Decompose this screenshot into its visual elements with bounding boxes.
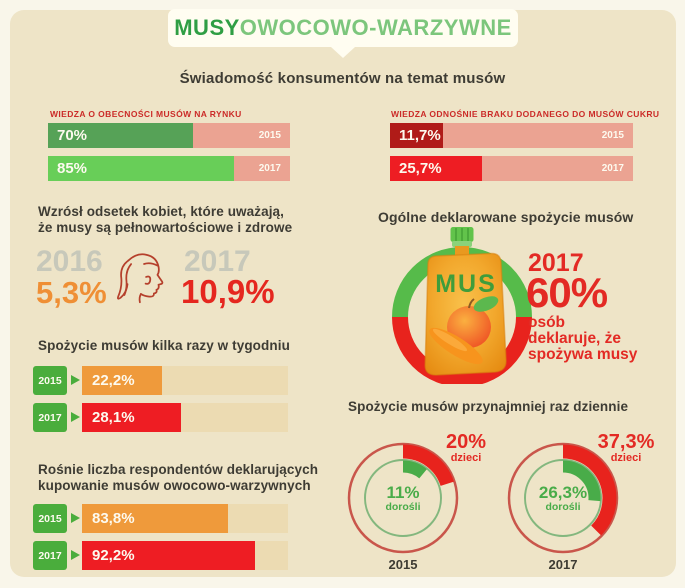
overall-caption-line1: osób bbox=[528, 314, 566, 331]
adults-value: 26,3% bbox=[538, 482, 588, 502]
buying-heading-line1: Rośnie liczba respondentów deklarujących bbox=[38, 462, 319, 477]
overall-year: 2017 bbox=[528, 249, 584, 277]
weekly-heading: Spożycie musów kilka razy w tygodniu bbox=[38, 338, 290, 353]
overall-caption-line3: spożywa musy bbox=[528, 346, 638, 363]
bar-value: 11,7% bbox=[399, 127, 441, 144]
children-caption: dzieci bbox=[610, 452, 642, 464]
bar-sugar-2017: 25,7% 2017 bbox=[390, 156, 633, 181]
bar-year-label: 2015 bbox=[258, 130, 281, 141]
bar-value: 85% bbox=[57, 160, 88, 177]
donut-adults-label: 11% dorośli bbox=[346, 441, 460, 555]
bar-value: 22,2% bbox=[92, 372, 135, 389]
donut-chart-2015: 11% dorośli bbox=[346, 441, 460, 555]
bar-knowledge-2015: 70% 2015 bbox=[48, 123, 290, 148]
women-heading-line2: że musy są pełnowartościowe i zdrowe bbox=[38, 220, 293, 235]
bar-knowledge-2017: 85% 2017 bbox=[48, 156, 290, 181]
bar-sugar-2015: 11,7% 2015 bbox=[390, 123, 633, 148]
pouch-brand-label: MUS bbox=[435, 270, 497, 298]
mus-pouch-illustration: MUS bbox=[392, 224, 542, 387]
adults-caption: dorośli bbox=[385, 500, 421, 513]
buying-heading: Rośnie liczba respondentów deklarujących… bbox=[38, 462, 318, 494]
weekly-row-2015: 2015 22,2% bbox=[33, 366, 293, 395]
year-tag: 2015 bbox=[33, 504, 67, 533]
donut-children-label-2015: 20% dzieci bbox=[434, 432, 498, 464]
children-value: 20% bbox=[445, 431, 487, 453]
bar-track: 83,8% bbox=[82, 504, 288, 533]
buying-row-2015: 2015 83,8% bbox=[33, 504, 293, 533]
women-value-2016: 5,3% bbox=[36, 275, 107, 310]
daily-heading: Spożycie musów przynajmniej raz dziennie bbox=[348, 399, 629, 414]
awareness-heading: Świadomość konsumentów na temat musów bbox=[179, 70, 506, 87]
bar-track: 28,1% bbox=[82, 403, 288, 432]
year-tag: 2017 bbox=[33, 403, 67, 432]
overall-heading: Ogólne deklarowane spożycie musów bbox=[378, 209, 634, 225]
infographic-panel bbox=[10, 10, 676, 577]
year-tag: 2015 bbox=[33, 366, 67, 395]
title-bold: MUSY bbox=[174, 15, 240, 40]
women-heading-line1: Wzrósł odsetek kobiet, które uważają, bbox=[38, 204, 285, 219]
bar-track: 92,2% bbox=[82, 541, 288, 570]
children-value: 37,3% bbox=[597, 431, 655, 453]
donut-children-label-2017: 37,3% dzieci bbox=[594, 432, 658, 464]
bar-value: 25,7% bbox=[399, 160, 442, 177]
bar-fill: 22,2% bbox=[82, 366, 163, 395]
bar-fill: 25,7% bbox=[390, 156, 483, 181]
buying-heading-line2: kupowanie musów owocowo-warzywnych bbox=[38, 478, 311, 493]
infographic-title: MUSY OWOCOWO-WARZYWNE bbox=[168, 9, 518, 47]
bar-fill: 11,7% bbox=[390, 123, 444, 148]
tag-arrow-icon bbox=[71, 550, 80, 560]
leaf-illustration bbox=[473, 296, 499, 312]
overall-caption: osób deklaruje, że spożywa musy bbox=[528, 315, 637, 363]
weekly-row-2017: 2017 28,1% bbox=[33, 403, 293, 432]
adults-value: 11% bbox=[386, 482, 420, 502]
bar-year-label: 2015 bbox=[601, 130, 624, 141]
overall-caption-line2: deklaruje, że bbox=[528, 330, 622, 347]
bar-value: 28,1% bbox=[92, 409, 135, 426]
bar-fill: 85% bbox=[48, 156, 235, 181]
bar-year-label: 2017 bbox=[258, 163, 281, 174]
tag-arrow-icon bbox=[71, 513, 80, 523]
overall-value: 60% bbox=[526, 269, 608, 316]
donut-year-2017: 2017 bbox=[548, 557, 578, 572]
bar-value: 83,8% bbox=[92, 510, 135, 527]
donut-adults-label: 26,3% dorośli bbox=[506, 441, 620, 555]
buying-row-2017: 2017 92,2% bbox=[33, 541, 293, 570]
bar-fill: 83,8% bbox=[82, 504, 229, 533]
women-year-2017: 2017 bbox=[184, 245, 251, 278]
women-heading: Wzrósł odsetek kobiet, które uważają, że… bbox=[38, 204, 292, 236]
bar-fill: 28,1% bbox=[82, 403, 181, 432]
children-caption: dzieci bbox=[450, 452, 482, 464]
woman-profile-icon bbox=[112, 250, 174, 313]
tag-arrow-icon bbox=[71, 412, 80, 422]
donut-year-2015: 2015 bbox=[388, 557, 418, 572]
adults-caption: dorośli bbox=[545, 500, 581, 513]
bar-fill: 92,2% bbox=[82, 541, 256, 570]
bar-year-label: 2017 bbox=[601, 163, 624, 174]
women-value-2017: 10,9% bbox=[181, 273, 275, 310]
women-year-2016: 2016 bbox=[36, 245, 103, 278]
bar-fill: 70% bbox=[48, 123, 194, 148]
title-light: OWOCOWO-WARZYWNE bbox=[239, 15, 512, 40]
title-pointer bbox=[331, 47, 355, 58]
awareness-left-label: WIEDZA O OBECNOŚCI MUSÓW NA RYNKU bbox=[50, 109, 242, 119]
year-tag: 2017 bbox=[33, 541, 67, 570]
bar-track: 22,2% bbox=[82, 366, 288, 395]
bar-value: 70% bbox=[57, 127, 88, 144]
bar-value: 92,2% bbox=[92, 547, 135, 564]
awareness-right-label: WIEDZA ODNOŚNIE BRAKU DODANEGO DO MUSÓW … bbox=[391, 109, 660, 119]
tag-arrow-icon bbox=[71, 375, 80, 385]
donut-chart-2017: 26,3% dorośli bbox=[506, 441, 620, 555]
